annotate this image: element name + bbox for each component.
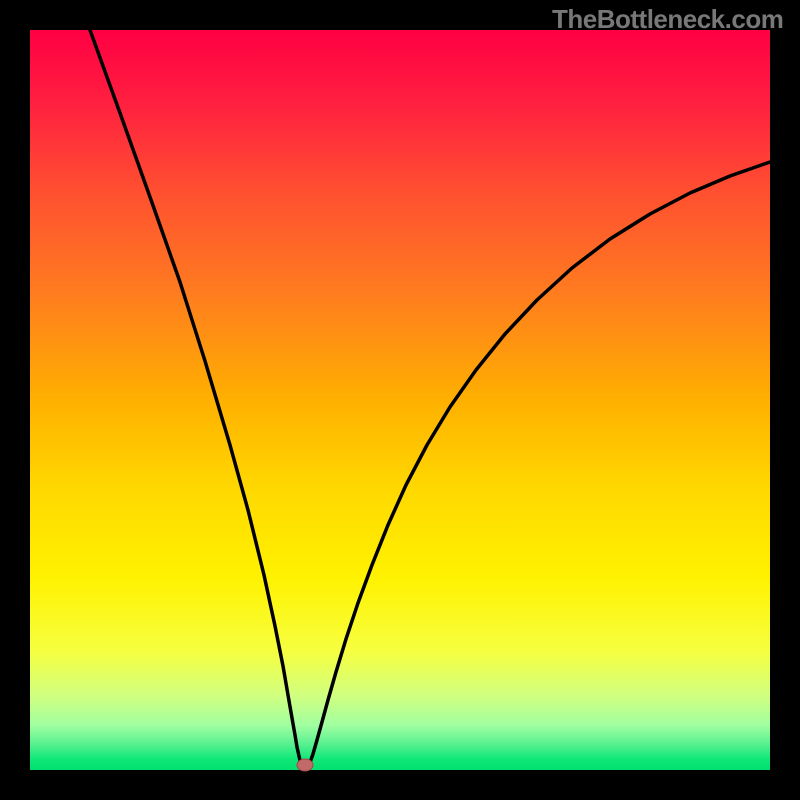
watermark-text: TheBottleneck.com <box>552 4 783 35</box>
figure-container: TheBottleneck.com <box>0 0 800 800</box>
curve-layer <box>30 30 770 770</box>
plot-area <box>30 30 770 770</box>
bottleneck-curve <box>90 30 770 769</box>
minimum-marker <box>297 759 313 771</box>
